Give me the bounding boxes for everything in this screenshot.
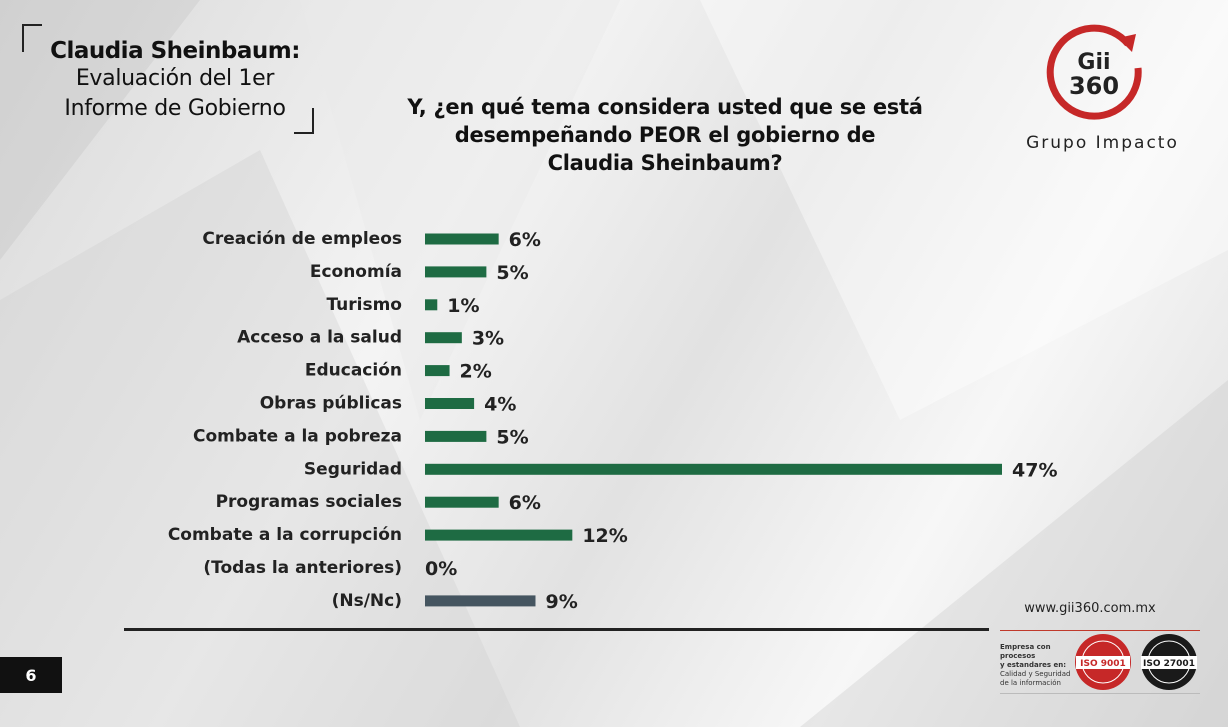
question-line3: Claudia Sheinbaum? bbox=[547, 151, 783, 175]
corner-bracket-top-left bbox=[22, 24, 42, 52]
value-label: 2% bbox=[460, 361, 492, 383]
category-label: Seguridad bbox=[304, 459, 402, 479]
cert-line2: y estandares en: bbox=[1000, 661, 1067, 669]
iso-9001-label: ISO 9001 bbox=[1080, 659, 1126, 669]
category-label: Economía bbox=[310, 262, 402, 282]
category-label: Programas sociales bbox=[216, 492, 402, 512]
corner-bracket-bottom-right bbox=[294, 108, 314, 134]
category-label: (Todas la anteriores) bbox=[203, 558, 402, 578]
value-label: 0% bbox=[425, 558, 457, 580]
survey-question: Y, ¿en qué tema considera usted que se e… bbox=[405, 93, 925, 177]
value-label: 12% bbox=[582, 525, 627, 547]
bar bbox=[425, 332, 462, 344]
category-label: (Ns/Nc) bbox=[332, 591, 402, 611]
bar bbox=[425, 595, 536, 607]
cert-line4: de la información bbox=[1000, 679, 1061, 687]
question-line1: Y, ¿en qué tema considera usted que se e… bbox=[407, 95, 923, 119]
report-title: Claudia Sheinbaum: bbox=[50, 38, 300, 64]
value-label: 4% bbox=[484, 394, 516, 416]
bar bbox=[425, 496, 499, 508]
iso-27001-badge-icon: ISO 27001 bbox=[1141, 634, 1197, 690]
value-label: 1% bbox=[447, 295, 479, 317]
value-label: 9% bbox=[545, 591, 577, 613]
value-label: 6% bbox=[509, 492, 541, 514]
brand-name: Grupo Impacto bbox=[1026, 133, 1179, 153]
report-subtitle-line1: Evaluación del 1er bbox=[75, 66, 275, 91]
iso-9001-badge-icon: ISO 9001 bbox=[1075, 634, 1131, 690]
bar bbox=[425, 233, 499, 245]
gii360-logo-icon: Gii 360 bbox=[1046, 24, 1142, 120]
bar bbox=[425, 365, 450, 377]
category-label: Combate a la pobreza bbox=[193, 426, 402, 446]
baseline-rule bbox=[124, 628, 989, 631]
category-label: Acceso a la salud bbox=[237, 328, 402, 348]
bar bbox=[425, 299, 438, 311]
category-label: Creación de empleos bbox=[202, 229, 402, 249]
cert-line1: Empresa con procesos bbox=[1000, 643, 1051, 660]
logo-text-top: Gii bbox=[1077, 50, 1110, 75]
bar bbox=[425, 529, 573, 541]
value-label: 5% bbox=[496, 262, 528, 284]
category-label: Combate a la corrupción bbox=[168, 525, 402, 545]
report-subtitle-line2: Informe de Gobierno bbox=[64, 96, 286, 121]
page-number: 6 bbox=[0, 657, 62, 693]
value-label: 5% bbox=[496, 426, 528, 448]
category-label: Obras públicas bbox=[260, 394, 402, 414]
logo-text-bottom: 360 bbox=[1069, 72, 1119, 100]
report-header: Claudia Sheinbaum: Evaluación del 1er In… bbox=[30, 38, 320, 124]
iso-27001-label: ISO 27001 bbox=[1143, 659, 1195, 669]
bar bbox=[425, 398, 475, 409]
bar bbox=[425, 266, 487, 278]
certification-block: Empresa con procesos y estandares en: Ca… bbox=[1000, 630, 1200, 694]
value-label: 3% bbox=[472, 328, 504, 350]
category-label: Educación bbox=[305, 361, 402, 381]
question-line2: desempeñando PEOR el gobierno de bbox=[454, 123, 876, 147]
value-label: 47% bbox=[1012, 459, 1057, 481]
bar bbox=[425, 463, 1002, 475]
bar-chart: Creación de empleos 6% Economía 5% Turismo 1%… bbox=[168, 229, 1058, 613]
cert-line3: Calidad y Seguridad bbox=[1000, 670, 1071, 678]
category-label: Turismo bbox=[326, 295, 402, 315]
certification-text: Empresa con procesos y estandares en: Ca… bbox=[1000, 643, 1072, 688]
bar bbox=[425, 430, 487, 442]
website-link[interactable]: www.gii360.com.mx bbox=[1024, 601, 1156, 616]
value-label: 6% bbox=[509, 229, 541, 251]
